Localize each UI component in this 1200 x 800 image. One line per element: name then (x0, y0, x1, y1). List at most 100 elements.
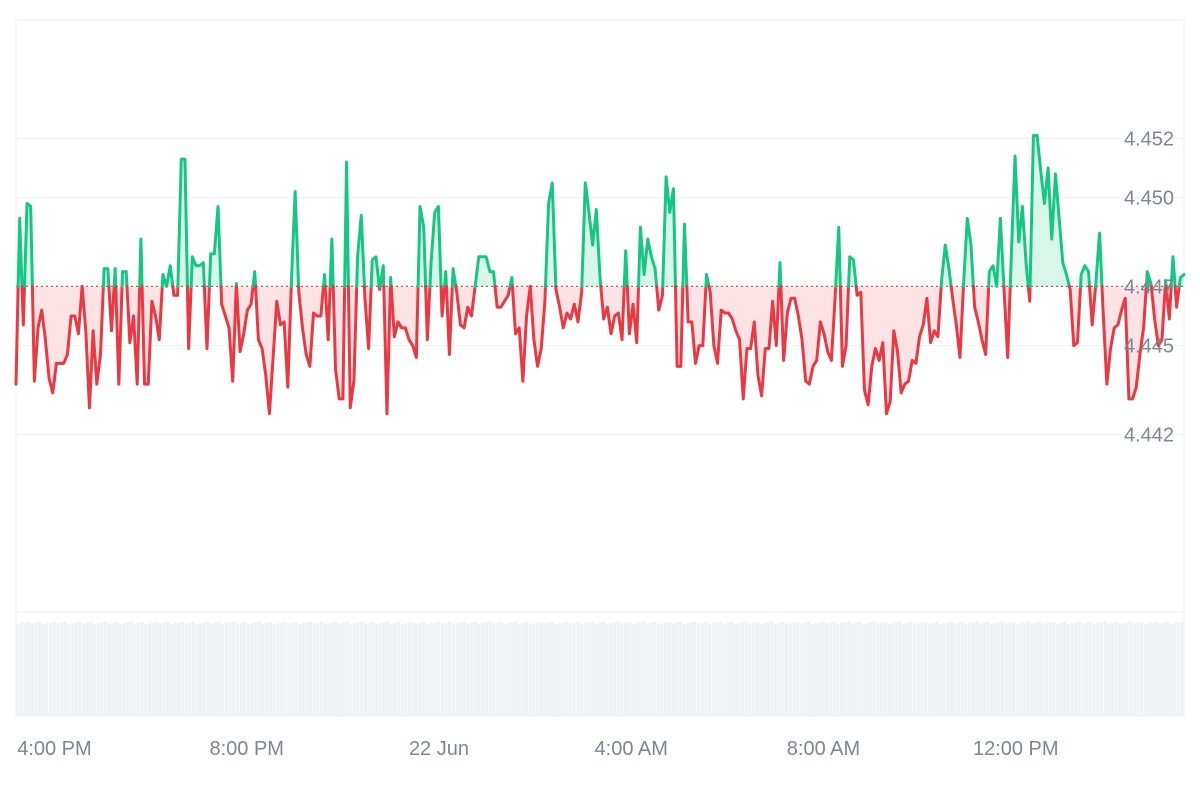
volume-bar (363, 623, 368, 716)
volume-bar (455, 623, 459, 716)
volume-bar (56, 623, 60, 716)
volume-bar (1037, 622, 1041, 716)
volume-bar (316, 622, 320, 716)
volume-bar (338, 623, 342, 716)
volume-bar (173, 623, 177, 716)
volume-bar (444, 622, 448, 716)
line-down (80, 284, 105, 410)
volume-bar (792, 622, 796, 716)
volume-bar (513, 621, 518, 716)
volume-bar (459, 622, 463, 716)
line-down (20, 284, 27, 327)
volume-bar (788, 623, 792, 716)
volume-bar (261, 623, 265, 716)
volume-bar (949, 621, 953, 716)
volume-bar (693, 621, 697, 716)
volume-bar (301, 623, 305, 716)
volume-bar (616, 621, 620, 716)
line-down (424, 284, 432, 342)
line-down (454, 284, 477, 330)
volume-bar (579, 624, 584, 716)
volume-bar (587, 622, 591, 716)
volume-bar (382, 622, 386, 716)
volume-bar (462, 621, 466, 716)
volume-bar (125, 622, 130, 716)
volume-bar (850, 623, 855, 716)
line-down (707, 284, 781, 401)
volume-bar (762, 623, 767, 716)
volume-bar (418, 622, 423, 716)
volume-bar (253, 622, 258, 716)
volume-bar (744, 621, 748, 716)
volume-bar (78, 621, 82, 716)
line-up (543, 181, 558, 288)
volume-bar (481, 623, 485, 716)
volume-bar (371, 622, 375, 716)
line-down (949, 284, 965, 359)
volume-bar (1008, 622, 1012, 716)
volume-bar (330, 622, 335, 716)
volume-bar (250, 623, 254, 716)
volume-bar (283, 621, 287, 716)
volume-bar (162, 622, 166, 716)
volume-bar (1180, 621, 1184, 716)
line-down (346, 284, 359, 410)
volume-bar (92, 624, 97, 716)
line-down (297, 284, 325, 368)
line-up (987, 216, 1006, 288)
line-down (444, 284, 454, 356)
volume-bar (367, 622, 371, 716)
x-tick-label: 22 Jun (409, 738, 469, 760)
volume-bar (612, 622, 617, 716)
volume-bar (319, 622, 324, 716)
volume-bar (74, 622, 78, 716)
volume-bar (195, 624, 199, 716)
grid-lines (15, 19, 1185, 717)
volume-bar (349, 624, 353, 716)
volume-bar (722, 623, 726, 716)
volume-bar (777, 622, 781, 716)
volume-bar (499, 622, 503, 716)
volume-bar (517, 623, 521, 716)
y-tick-label: 4.447 (1124, 276, 1174, 298)
line-up (388, 276, 393, 288)
volume-bar (297, 624, 302, 716)
volume-bar (1125, 622, 1129, 716)
volume-bar (781, 622, 785, 716)
line-down (1026, 284, 1032, 303)
volume-bar (729, 622, 734, 716)
line-up (1079, 264, 1092, 288)
volume-bar (697, 623, 701, 716)
volume-bar (466, 623, 470, 716)
volume-bar (279, 622, 283, 716)
volume-bar (770, 621, 774, 716)
area-down (495, 286, 511, 308)
volume-bar (916, 623, 920, 716)
volume-bar (609, 623, 613, 716)
line-up (176, 157, 189, 288)
volume-bar (704, 622, 708, 716)
line-down (30, 284, 84, 395)
volume-bar (1114, 622, 1118, 716)
volume-bar (133, 623, 137, 716)
volume-bar (429, 623, 434, 716)
line-down (171, 284, 180, 297)
line-down (510, 284, 532, 383)
volume-bar (1026, 621, 1030, 716)
volume-bar (224, 623, 228, 716)
volume-bar (1004, 623, 1008, 716)
volume-bar (290, 622, 294, 716)
volume-bar (1165, 622, 1169, 716)
line-down (625, 284, 641, 345)
volume-bar (477, 624, 481, 716)
volume-bar (1162, 622, 1166, 716)
volume-bar (52, 621, 56, 716)
volume-bar (748, 623, 752, 716)
volume-bar (206, 621, 210, 716)
volume-bar (1088, 622, 1093, 716)
line-down (779, 284, 838, 386)
volume-bar (524, 622, 529, 716)
volume-bar (177, 622, 181, 716)
volume-bar (437, 621, 441, 716)
y-tick-label: 4.452 (1124, 128, 1174, 150)
